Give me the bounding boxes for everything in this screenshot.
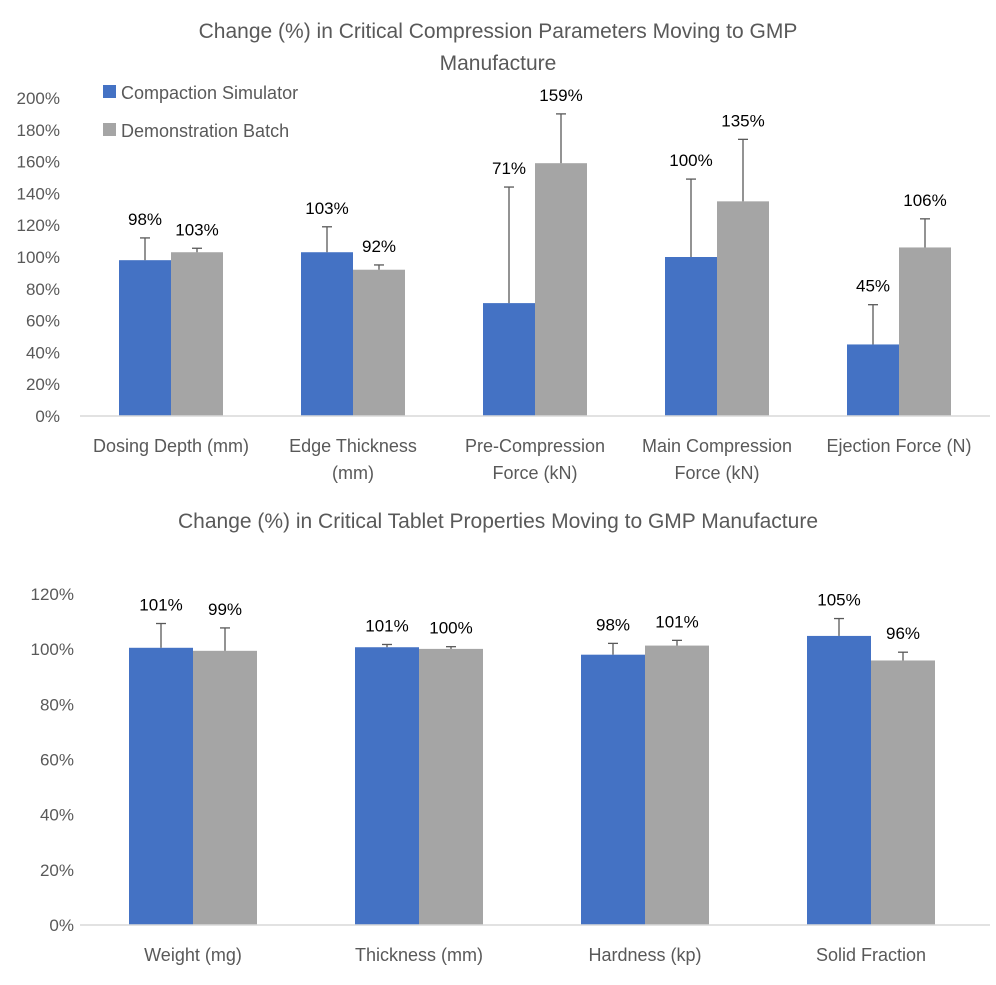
chart1-legend: Compaction Simulator Demonstration Batch bbox=[103, 83, 298, 141]
chart1-ytick-label: 100% bbox=[17, 248, 60, 267]
legend-label-demonstration-batch: Demonstration Batch bbox=[121, 121, 289, 141]
chart1-ytick-label: 140% bbox=[17, 184, 60, 203]
data-label-compaction-simulator-main-compression-force-kn: 100% bbox=[669, 151, 712, 170]
data-label-compaction-simulator-dosing-depth-mm: 98% bbox=[128, 210, 162, 229]
chart-compression-parameters: Change (%) in Critical Compression Param… bbox=[17, 20, 990, 483]
chart2-ytick-label: 20% bbox=[40, 861, 74, 880]
bar-compaction-simulator-edge-thickness-mm bbox=[301, 252, 353, 416]
data-label-demonstration-batch-thickness-mm: 100% bbox=[429, 619, 472, 638]
bar-compaction-simulator-weight-mg bbox=[129, 647, 193, 925]
chart1-category-label-pre-compression-force-kn: Force (kN) bbox=[493, 463, 578, 483]
legend-swatch-demonstration-batch bbox=[103, 123, 116, 136]
bar-compaction-simulator-solid-fraction bbox=[807, 635, 871, 925]
chart2-category-label-thickness-mm: Thickness (mm) bbox=[355, 945, 483, 965]
chart2-ytick-label: 80% bbox=[40, 695, 74, 714]
data-label-demonstration-batch-edge-thickness-mm: 92% bbox=[362, 237, 396, 256]
legend-label-compaction-simulator: Compaction Simulator bbox=[121, 83, 298, 103]
chart1-ytick-label: 120% bbox=[17, 216, 60, 235]
data-label-demonstration-batch-ejection-force-n: 106% bbox=[903, 191, 946, 210]
chart1-title-line2: Manufacture bbox=[440, 52, 557, 75]
data-label-demonstration-batch-pre-compression-force-kn: 159% bbox=[539, 86, 582, 105]
chart-tablet-properties: Change (%) in Critical Tablet Properties… bbox=[31, 510, 990, 965]
chart2-category-label-solid-fraction: Solid Fraction bbox=[816, 945, 926, 965]
bar-compaction-simulator-dosing-depth-mm bbox=[119, 260, 171, 416]
bar-demonstration-batch-hardness-kp bbox=[645, 645, 709, 925]
chart1-category-label-main-compression-force-kn: Main Compression bbox=[642, 436, 792, 456]
bar-compaction-simulator-ejection-force-n bbox=[847, 344, 899, 416]
chart2-ytick-label: 0% bbox=[49, 916, 74, 935]
chart2-ytick-label: 60% bbox=[40, 751, 74, 770]
data-label-demonstration-batch-solid-fraction: 96% bbox=[886, 624, 920, 643]
data-label-compaction-simulator-hardness-kp: 98% bbox=[596, 615, 630, 634]
chart1-ytick-label: 60% bbox=[26, 312, 60, 331]
chart1-ytick-label: 160% bbox=[17, 153, 60, 172]
bar-demonstration-batch-edge-thickness-mm bbox=[353, 269, 405, 416]
chart1-ytick-label: 200% bbox=[17, 89, 60, 108]
chart1-ytick-label: 80% bbox=[26, 280, 60, 299]
data-label-demonstration-batch-dosing-depth-mm: 103% bbox=[175, 220, 218, 239]
data-label-demonstration-batch-weight-mg: 99% bbox=[208, 600, 242, 619]
chart1-category-label-dosing-depth-mm: Dosing Depth (mm) bbox=[93, 436, 249, 456]
bar-demonstration-batch-main-compression-force-kn bbox=[717, 201, 769, 416]
chart1-ytick-label: 180% bbox=[17, 121, 60, 140]
chart2-ytick-label: 40% bbox=[40, 806, 74, 825]
chart1-x-axis: Dosing Depth (mm) Edge Thickness (mm) Pre-C… bbox=[80, 415, 990, 483]
chart1-plot-area: 98% 103% 103% 92% 71% 159% 100% 135% 45% 106% bbox=[119, 86, 951, 416]
chart2-category-label-weight-mg: Weight (mg) bbox=[144, 945, 242, 965]
chart1-y-axis: 0% 20% 40% 60% 80% 100% 120% 140% 160% 180% 200% bbox=[17, 89, 60, 426]
chart1-category-label-pre-compression-force-kn: Pre-Compression bbox=[465, 436, 605, 456]
legend-swatch-compaction-simulator bbox=[103, 85, 116, 98]
chart2-y-axis: 0% 20% 40% 60% 80% 100% 120% bbox=[31, 585, 74, 935]
chart1-ytick-label: 20% bbox=[26, 375, 60, 394]
bar-compaction-simulator-main-compression-force-kn bbox=[665, 257, 717, 416]
chart2-title: Change (%) in Critical Tablet Properties… bbox=[178, 510, 818, 533]
chart1-category-label-ejection-force-n: Ejection Force (N) bbox=[826, 436, 971, 456]
chart2-ytick-label: 100% bbox=[31, 640, 74, 659]
chart2-plot-area: 101% 99% 101% 100% 98% 101% 105% 96% bbox=[129, 591, 935, 925]
chart1-category-label-edge-thickness-mm: (mm) bbox=[332, 463, 374, 483]
data-label-compaction-simulator-solid-fraction: 105% bbox=[817, 591, 860, 610]
bar-compaction-simulator-hardness-kp bbox=[581, 654, 645, 925]
bar-demonstration-batch-thickness-mm bbox=[419, 648, 483, 925]
chart1-ytick-label: 40% bbox=[26, 343, 60, 362]
chart2-category-label-hardness-kp: Hardness (kp) bbox=[588, 945, 701, 965]
chart1-title-line1: Change (%) in Critical Compression Param… bbox=[199, 20, 798, 43]
chart1-category-label-edge-thickness-mm: Edge Thickness bbox=[289, 436, 417, 456]
bar-demonstration-batch-solid-fraction bbox=[871, 660, 935, 925]
bar-demonstration-batch-weight-mg bbox=[193, 650, 257, 925]
data-label-demonstration-batch-hardness-kp: 101% bbox=[655, 612, 698, 631]
chart2-x-axis: Weight (mg) Thickness (mm) Hardness (kp) So… bbox=[80, 924, 990, 965]
data-label-compaction-simulator-edge-thickness-mm: 103% bbox=[305, 199, 348, 218]
bar-compaction-simulator-thickness-mm bbox=[355, 647, 419, 925]
data-label-demonstration-batch-main-compression-force-kn: 135% bbox=[721, 111, 764, 130]
chart1-ytick-label: 0% bbox=[35, 407, 60, 426]
bar-demonstration-batch-dosing-depth-mm bbox=[171, 252, 223, 416]
data-label-compaction-simulator-pre-compression-force-kn: 71% bbox=[492, 159, 526, 178]
data-label-compaction-simulator-thickness-mm: 101% bbox=[365, 616, 408, 635]
chart2-ytick-label: 120% bbox=[31, 585, 74, 604]
bar-demonstration-batch-ejection-force-n bbox=[899, 247, 951, 416]
bar-compaction-simulator-pre-compression-force-kn bbox=[483, 303, 535, 416]
data-label-compaction-simulator-ejection-force-n: 45% bbox=[856, 277, 890, 296]
bar-demonstration-batch-pre-compression-force-kn bbox=[535, 163, 587, 416]
chart1-category-label-main-compression-force-kn: Force (kN) bbox=[675, 463, 760, 483]
data-label-compaction-simulator-weight-mg: 101% bbox=[139, 596, 182, 615]
